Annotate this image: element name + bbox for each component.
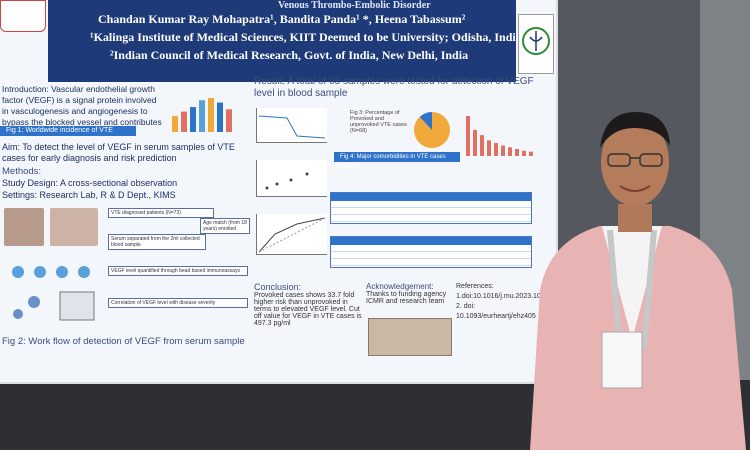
smile (619, 185, 651, 192)
reference-1: 1.doi:10.1016/j.mu.2023.100132 (456, 293, 556, 300)
fig3-pie (414, 112, 450, 148)
face (601, 118, 669, 206)
results-table-1 (330, 192, 532, 224)
conclusion-text: Provoked cases shows 33.7 fold higher ri… (254, 292, 362, 327)
fig1-bar (217, 102, 223, 132)
methods-heading: Methods: (2, 166, 42, 177)
flow-step-3: Serum separated from the 2ml collected b… (108, 234, 206, 250)
fig1-bar (172, 116, 178, 132)
fig4-bar (508, 147, 512, 156)
sample-tubes-photo (50, 208, 98, 246)
poster-title: Venous Thrombo-Embolic Disorder (278, 0, 431, 11)
affiliation-1: ¹Kalinga Institute of Medical Sciences, … (90, 30, 522, 44)
survival-plot (256, 108, 327, 143)
assay-diagram (12, 266, 95, 321)
hair (600, 112, 670, 148)
fig3-slice (419, 112, 432, 130)
name-badge (601, 331, 643, 389)
fig1-bar (199, 100, 205, 132)
presenter-person (530, 112, 746, 450)
fig4-bar (480, 135, 484, 156)
flow-step-1: VTE diagnosed patients (N=73) (108, 208, 214, 218)
research-team-photo (368, 318, 452, 356)
flow-step-5: Correlation of VEGF level with disease s… (108, 298, 248, 308)
roc-plot (256, 214, 327, 255)
poster-header: Venous Thrombo-Embolic Disorder Chandan … (48, 0, 522, 82)
fig4-bar (501, 145, 505, 156)
results-table-2 (330, 236, 532, 268)
conclusion-heading: Conclusion: (254, 282, 302, 292)
icmr-logo (518, 14, 554, 74)
references-block: References: 1.doi:10.1016/j.mu.2023.1001… (456, 282, 556, 322)
fig2-caption: Fig 2: Work flow of detection of VEGF fr… (2, 336, 245, 347)
white-shirt (602, 226, 662, 340)
fig1-caption: Fig 1: Worldwide incidence of VTE (0, 126, 136, 136)
flow-step-2: Age match (from 18 years) enrolled (200, 218, 250, 234)
references-heading: References: (456, 283, 494, 290)
fig1-bar (190, 107, 196, 132)
fig3-caption: Fig 3: Percentage of Provoked and unprov… (350, 110, 407, 134)
methods-settings: Settings: Research Lab, R & D Dept., KIM… (2, 190, 176, 200)
ack-text: Thanks to funding agency ICMR and resear… (366, 291, 447, 305)
scatter-plot (256, 160, 327, 197)
fig4-bar (466, 116, 470, 156)
fig4-bar (529, 151, 533, 156)
fig4-bar (494, 142, 498, 156)
result-heading: Result: A total of 68 samples were teste… (254, 76, 534, 99)
left-column: Introduction: Vascular endothelial growt… (0, 84, 250, 382)
fig4-bar (487, 140, 491, 156)
affiliation-2: ²Indian Council of Medical Research, Gov… (110, 48, 469, 62)
glasses (607, 153, 663, 167)
research-poster: Venous Thrombo-Embolic Disorder Chandan … (0, 0, 556, 382)
fig3-area: Fig 3: Percentage of Provoked and unprov… (350, 106, 450, 158)
fig4-bar (515, 149, 519, 156)
poster-authors: Chandan Kumar Ray Mohapatra¹, Bandita Pa… (98, 12, 466, 26)
conclusion-block: Conclusion: Provoked cases shows 33.7 fo… (254, 282, 362, 327)
fig4-bar (522, 150, 526, 156)
blood-sample-photo (4, 208, 44, 246)
fig1-bar (226, 109, 232, 132)
neck (618, 204, 652, 232)
fig1-bar (208, 98, 214, 132)
fig4-bar (473, 129, 477, 156)
university-logo (0, 0, 46, 32)
lanyard (607, 229, 657, 351)
fig4-caption: Fig 4: Major comorbidities in VTE cases … (334, 152, 460, 170)
methods-design: Study Design: A cross-sectional observat… (2, 178, 178, 188)
emblem-icon (522, 27, 550, 55)
fig1-bar (181, 111, 187, 132)
acknowledgement-block: Acknowledgement: Thanks to funding agenc… (366, 282, 456, 305)
ack-heading: Acknowledgement: (366, 282, 434, 291)
reference-2: 2. doi: 10.1093/eurheartj/ehz405 (456, 303, 536, 320)
flow-step-4: VEGF level quantified through bead based… (108, 266, 248, 276)
aim-text: Aim: To detect the level of VEGF in seru… (2, 142, 235, 163)
fig4-chart (466, 116, 533, 156)
fig1-chart (168, 94, 238, 134)
